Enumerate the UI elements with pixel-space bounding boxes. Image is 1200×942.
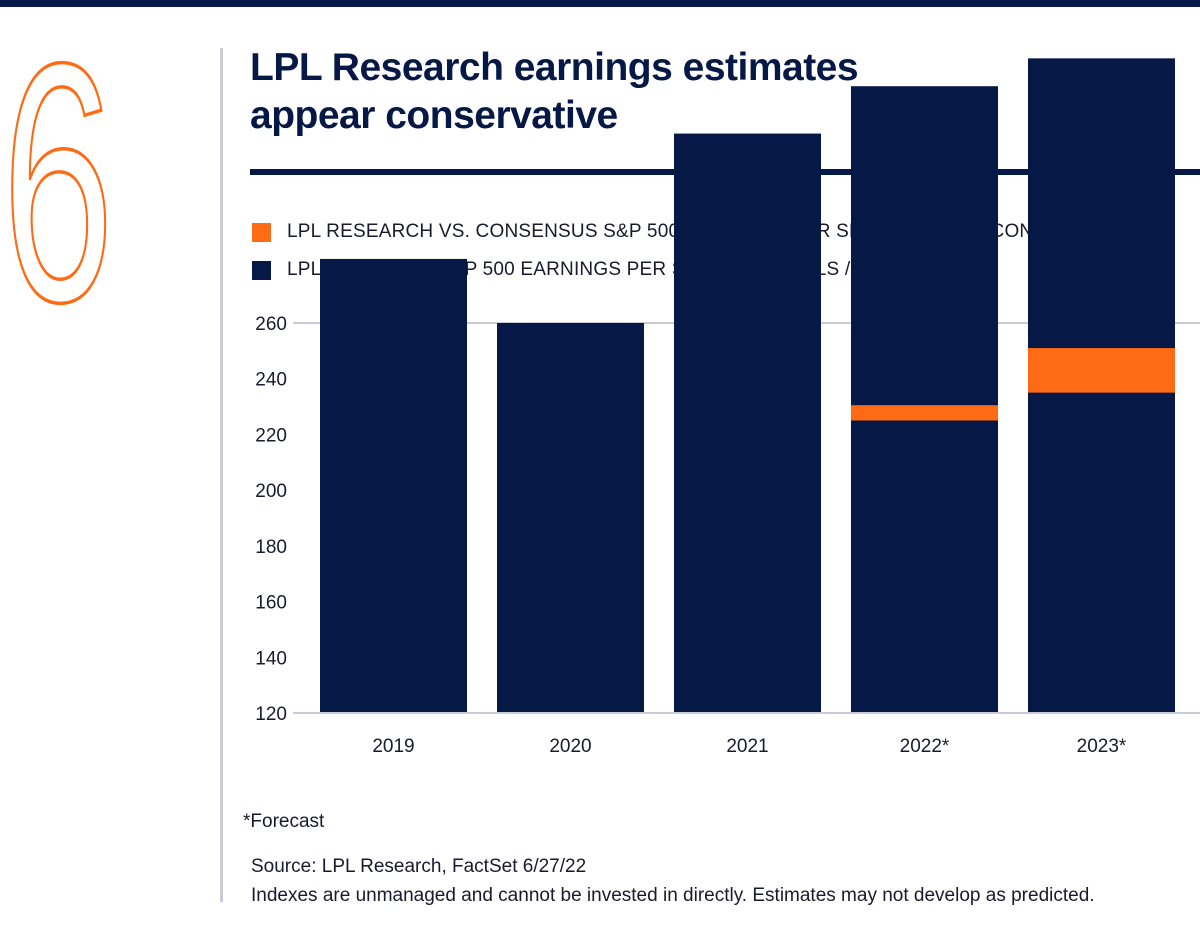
bar-eps <box>674 133 821 714</box>
y-tick-label: 200 <box>255 481 287 502</box>
y-tick-label: 240 <box>255 370 287 391</box>
source-line: Source: LPL Research, FactSet 6/27/22 <box>251 856 587 877</box>
x-tick-label: 2023* <box>1077 736 1127 757</box>
title-line-1: LPL Research earnings estimates <box>250 46 859 89</box>
bar-consensus-diff <box>851 405 998 421</box>
x-tick-label: 2020 <box>549 736 591 757</box>
footnote: *Forecast <box>243 811 325 832</box>
x-tick-label: 2019 <box>372 736 414 757</box>
disclaimer-line: Indexes are unmanaged and cannot be inve… <box>251 885 1095 906</box>
bar-consensus-diff <box>1028 348 1175 393</box>
title-line-2: appear conservative <box>250 94 618 137</box>
top-rule <box>0 0 1200 7</box>
y-tick-label: 120 <box>255 704 287 725</box>
page-title: LPL Research earnings estimates appear c… <box>250 44 1050 140</box>
x-tick-label: 2022* <box>900 736 950 757</box>
x-tick-label: 2021 <box>726 736 768 757</box>
y-tick-label: 260 <box>255 314 287 335</box>
y-tick-label: 180 <box>255 537 287 558</box>
bar-eps <box>497 323 644 713</box>
y-tick-label: 140 <box>255 648 287 669</box>
bar-chart: 260 240 220 200 180 160 140 120 2019 2020 2021 2022… <box>255 58 1200 757</box>
section-number-text: 6 <box>2 12 114 312</box>
y-tick-label: 160 <box>255 593 287 614</box>
section-number: 6 <box>0 12 116 312</box>
legend-swatch-orange <box>252 222 271 242</box>
vertical-divider <box>220 48 223 902</box>
source-note: Source: LPL Research, FactSet 6/27/22 In… <box>251 852 1095 910</box>
y-tick-label: 220 <box>255 425 287 446</box>
bar-eps <box>320 258 467 713</box>
legend-swatch-navy <box>252 260 271 280</box>
bar-eps <box>851 86 998 713</box>
